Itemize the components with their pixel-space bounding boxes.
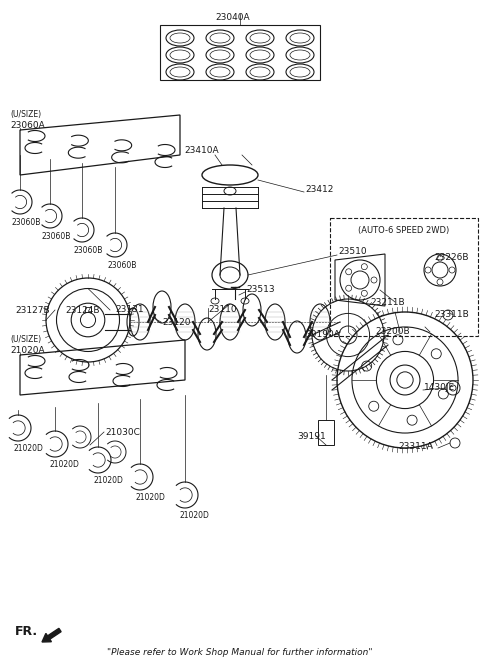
Text: 23060B: 23060B: [12, 218, 41, 227]
Text: 21020D: 21020D: [180, 511, 210, 520]
Text: 21020A: 21020A: [10, 346, 45, 355]
Text: 23226B: 23226B: [434, 253, 468, 262]
Text: 23410A: 23410A: [185, 146, 219, 155]
Text: 23110: 23110: [208, 305, 237, 314]
Text: 39190A: 39190A: [305, 330, 340, 339]
Text: 39191: 39191: [297, 432, 326, 441]
Text: 23040A: 23040A: [216, 13, 250, 22]
Text: FR.: FR.: [15, 625, 38, 638]
Text: 21020D: 21020D: [93, 476, 123, 485]
Text: 23131: 23131: [115, 305, 144, 314]
Text: 23120: 23120: [162, 318, 191, 327]
Text: 23060B: 23060B: [107, 261, 136, 270]
Text: 23127B: 23127B: [15, 306, 49, 315]
Text: 23060A: 23060A: [10, 121, 45, 130]
Text: 23311B: 23311B: [434, 310, 469, 319]
Text: 23211B: 23211B: [370, 298, 405, 307]
Text: 21020D: 21020D: [50, 460, 80, 469]
Text: 23412: 23412: [305, 185, 334, 194]
Bar: [160, 25, 320, 80]
Text: 23060B: 23060B: [42, 232, 72, 241]
FancyArrow shape: [42, 628, 61, 642]
Text: 23510: 23510: [338, 248, 367, 256]
Text: 21020D: 21020D: [13, 444, 43, 453]
Text: "Please refer to Work Shop Manual for further information": "Please refer to Work Shop Manual for fu…: [107, 648, 373, 657]
Text: 23513: 23513: [246, 286, 275, 294]
Bar: [330, 218, 478, 336]
Text: 23200B: 23200B: [375, 327, 409, 336]
Text: (U/SIZE): (U/SIZE): [10, 335, 41, 344]
Text: 1430JE: 1430JE: [424, 382, 455, 392]
Text: 23060B: 23060B: [74, 246, 103, 255]
Text: 21030C: 21030C: [105, 428, 140, 437]
Text: (U/SIZE): (U/SIZE): [10, 110, 41, 119]
Text: 23311A: 23311A: [398, 442, 433, 451]
Text: (AUTO-6 SPEED 2WD): (AUTO-6 SPEED 2WD): [359, 226, 450, 235]
Text: 23124B: 23124B: [65, 306, 99, 315]
Text: 21020D: 21020D: [135, 493, 165, 502]
Bar: [318, 420, 334, 445]
Bar: [85, 307, 91, 313]
